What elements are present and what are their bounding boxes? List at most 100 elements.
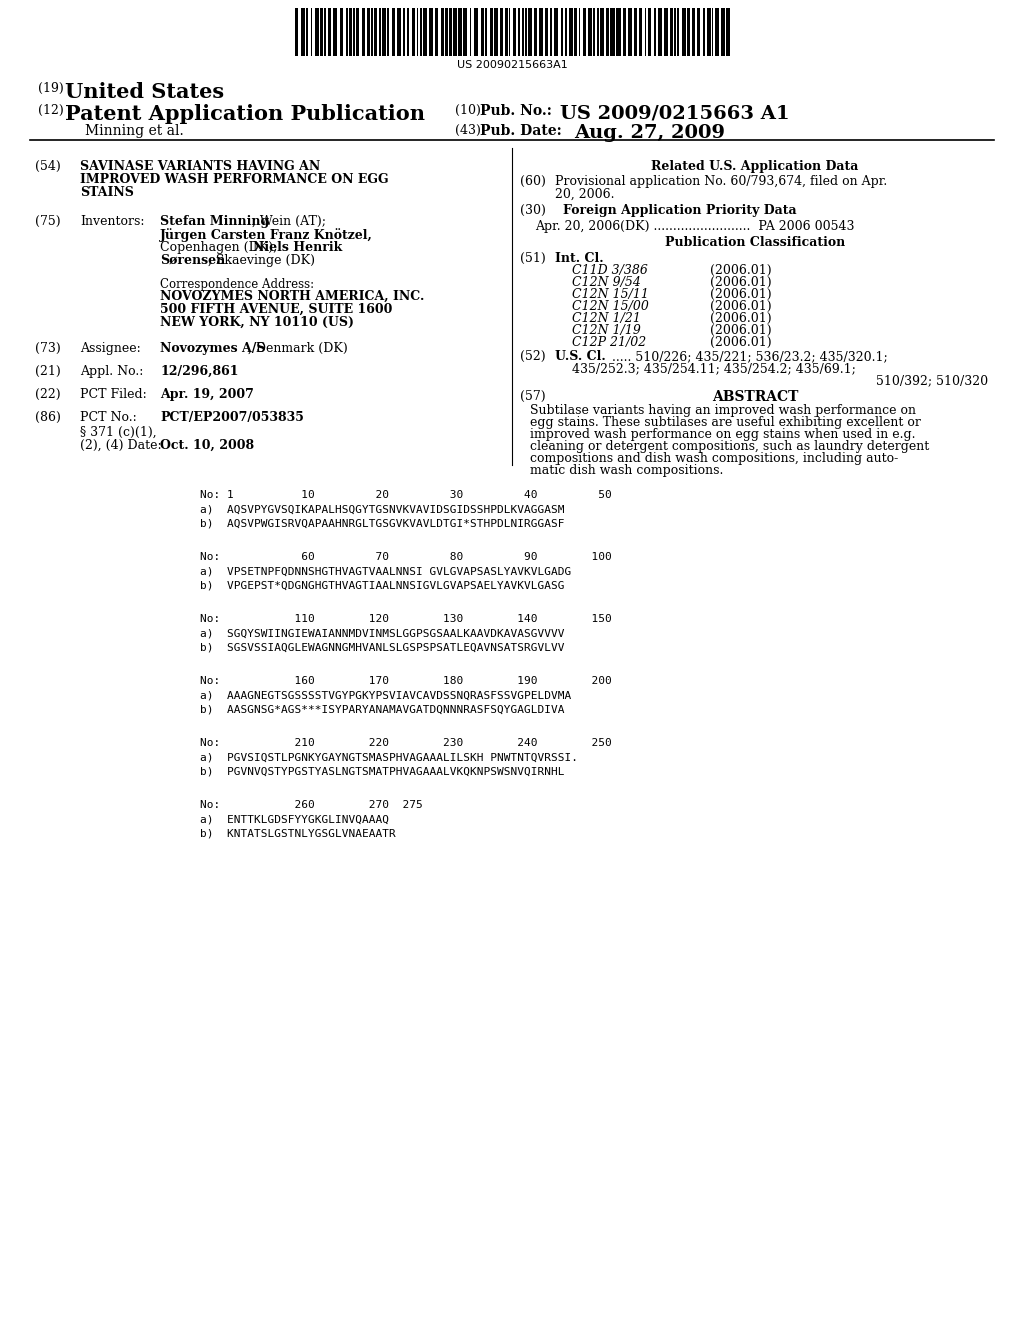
Text: cleaning or detergent compositions, such as laundry detergent: cleaning or detergent compositions, such… — [530, 440, 929, 453]
Text: Publication Classification: Publication Classification — [665, 236, 845, 249]
Bar — [463, 8, 467, 55]
Text: (73): (73) — [35, 342, 60, 355]
Bar — [412, 8, 415, 55]
Bar — [374, 8, 378, 55]
Text: , Wein (AT);: , Wein (AT); — [252, 215, 326, 228]
Text: Apr. 20, 2006: Apr. 20, 2006 — [535, 220, 621, 234]
Text: (2006.01): (2006.01) — [710, 276, 772, 289]
Bar — [623, 8, 626, 55]
Bar — [513, 8, 516, 55]
Text: (51): (51) — [520, 252, 546, 265]
Bar — [356, 8, 359, 55]
Text: Provisional application No. 60/793,674, filed on Apr.: Provisional application No. 60/793,674, … — [555, 176, 887, 187]
Text: b)  KNTATSLGSTNLYGSGLVNAEAATR: b) KNTATSLGSTNLYGSGLVNAEAATR — [200, 828, 395, 838]
Bar — [420, 8, 422, 55]
Text: No:           210        220        230        240        250: No: 210 220 230 240 250 — [200, 738, 611, 748]
Bar — [325, 8, 326, 55]
Bar — [349, 8, 352, 55]
Bar — [671, 8, 673, 55]
Text: No:            60         70         80         90        100: No: 60 70 80 90 100 — [200, 552, 611, 562]
Text: (2006.01): (2006.01) — [710, 264, 772, 277]
Bar — [697, 8, 699, 55]
Text: PCT No.:: PCT No.: — [80, 411, 137, 424]
Bar — [362, 8, 366, 55]
Bar — [561, 8, 562, 55]
Text: Copenhagen (DK);: Copenhagen (DK); — [160, 242, 282, 253]
Bar — [485, 8, 487, 55]
Text: 435/252.3; 435/254.11; 435/254.2; 435/69.1;: 435/252.3; 435/254.11; 435/254.2; 435/69… — [572, 362, 856, 375]
Text: (43): (43) — [455, 124, 481, 137]
Text: (19): (19) — [38, 82, 63, 95]
Text: 12/296,861: 12/296,861 — [160, 366, 239, 378]
Text: Appl. No.:: Appl. No.: — [80, 366, 143, 378]
Text: ABSTRACT: ABSTRACT — [712, 389, 798, 404]
Bar — [535, 8, 537, 55]
Text: a)  AQSVPYGVSQIKAPALHSQGYTGSNVKVAVIDSGIDSSHPDLKVAGGASM: a) AQSVPYGVSQIKAPALHSQGYTGSNVKVAVIDSGIDS… — [200, 504, 564, 513]
Bar — [682, 8, 686, 55]
Text: (12): (12) — [38, 104, 63, 117]
Bar — [417, 8, 418, 55]
Text: Novozymes A/S: Novozymes A/S — [160, 342, 265, 355]
Text: a)  VPSETNPFQDNNSHGTHVAGTVAALNNSI GVLGVAPSASLYAVKVLGADG: a) VPSETNPFQDNNSHGTHVAGTVAALNNSI GVLGVAP… — [200, 566, 571, 576]
Bar — [597, 8, 599, 55]
Bar — [470, 8, 471, 55]
Text: Assignee:: Assignee: — [80, 342, 140, 355]
Text: Int. Cl.: Int. Cl. — [555, 252, 603, 265]
Text: Minning et al.: Minning et al. — [85, 124, 183, 139]
Bar — [494, 8, 498, 55]
Text: Patent Application Publication: Patent Application Publication — [65, 104, 425, 124]
Text: (54): (54) — [35, 160, 60, 173]
Bar — [353, 8, 354, 55]
Text: Pub. No.:: Pub. No.: — [480, 104, 552, 117]
Bar — [501, 8, 504, 55]
Text: b)  AQSVPWGISRVQAPAAHNRGLTGSGVKVAVLDTGI*STHPDLNIRGGASF: b) AQSVPWGISRVQAPAAHNRGLTGSGVKVAVLDTGI*S… — [200, 517, 564, 528]
Bar — [435, 8, 438, 55]
Bar — [445, 8, 447, 55]
Text: Pub. Date:: Pub. Date: — [480, 124, 562, 139]
Bar — [522, 8, 523, 55]
Bar — [525, 8, 526, 55]
Bar — [606, 8, 609, 55]
Bar — [692, 8, 695, 55]
Bar — [550, 8, 552, 55]
Text: No:           260        270  275: No: 260 270 275 — [200, 800, 423, 810]
Bar — [423, 8, 427, 55]
Text: (86): (86) — [35, 411, 60, 424]
Text: (2006.01): (2006.01) — [710, 312, 772, 325]
Text: (30): (30) — [520, 205, 546, 216]
Bar — [665, 8, 668, 55]
Text: SAVINASE VARIANTS HAVING AN: SAVINASE VARIANTS HAVING AN — [80, 160, 321, 173]
Bar — [589, 8, 592, 55]
Text: PCT/EP2007/053835: PCT/EP2007/053835 — [160, 411, 304, 424]
Text: STAINS: STAINS — [80, 186, 134, 199]
Bar — [593, 8, 595, 55]
Bar — [340, 8, 343, 55]
Bar — [346, 8, 348, 55]
Text: C12N 9/54: C12N 9/54 — [572, 276, 641, 289]
Text: NOVOZYMES NORTH AMERICA, INC.: NOVOZYMES NORTH AMERICA, INC. — [160, 290, 424, 304]
Bar — [726, 8, 730, 55]
Text: b)  SGSVSSIAQGLEWAGNNGMHVANLSLGSPSPSATLEQAVNSATSRGVLVV: b) SGSVSSIAQGLEWAGNNGMHVANLSLGSPSPSATLEQ… — [200, 642, 564, 652]
Bar — [539, 8, 543, 55]
Text: Oct. 10, 2008: Oct. 10, 2008 — [160, 440, 254, 451]
Text: b)  AASGNSG*AGS***ISYPARYANAMAVGATDQNNNRASFSQYGAGLDIVA: b) AASGNSG*AGS***ISYPARYANAMAVGATDQNNNRA… — [200, 704, 564, 714]
Bar — [392, 8, 394, 55]
Text: a)  ENTTKLGDSFYYGKGLINVQAAAQ: a) ENTTKLGDSFYYGKGLINVQAAAQ — [200, 814, 389, 824]
Text: Foreign Application Priority Data: Foreign Application Priority Data — [563, 205, 797, 216]
Bar — [459, 8, 462, 55]
Bar — [721, 8, 725, 55]
Bar — [645, 8, 646, 55]
Bar — [407, 8, 410, 55]
Text: Stefan Minning: Stefan Minning — [160, 215, 269, 228]
Bar — [600, 8, 604, 55]
Text: Jürgen Carsten Franz Knötzel,: Jürgen Carsten Franz Knötzel, — [160, 228, 373, 242]
Text: compositions and dish wash compositions, including auto-: compositions and dish wash compositions,… — [530, 451, 898, 465]
Bar — [333, 8, 337, 55]
Text: Aug. 27, 2009: Aug. 27, 2009 — [574, 124, 725, 143]
Bar — [574, 8, 577, 55]
Text: No:           160        170        180        190        200: No: 160 170 180 190 200 — [200, 676, 611, 686]
Text: No:           110        120        130        140        150: No: 110 120 130 140 150 — [200, 614, 611, 624]
Text: PCT Filed:: PCT Filed: — [80, 388, 146, 401]
Text: Sørensen: Sørensen — [160, 253, 225, 267]
Bar — [387, 8, 389, 55]
